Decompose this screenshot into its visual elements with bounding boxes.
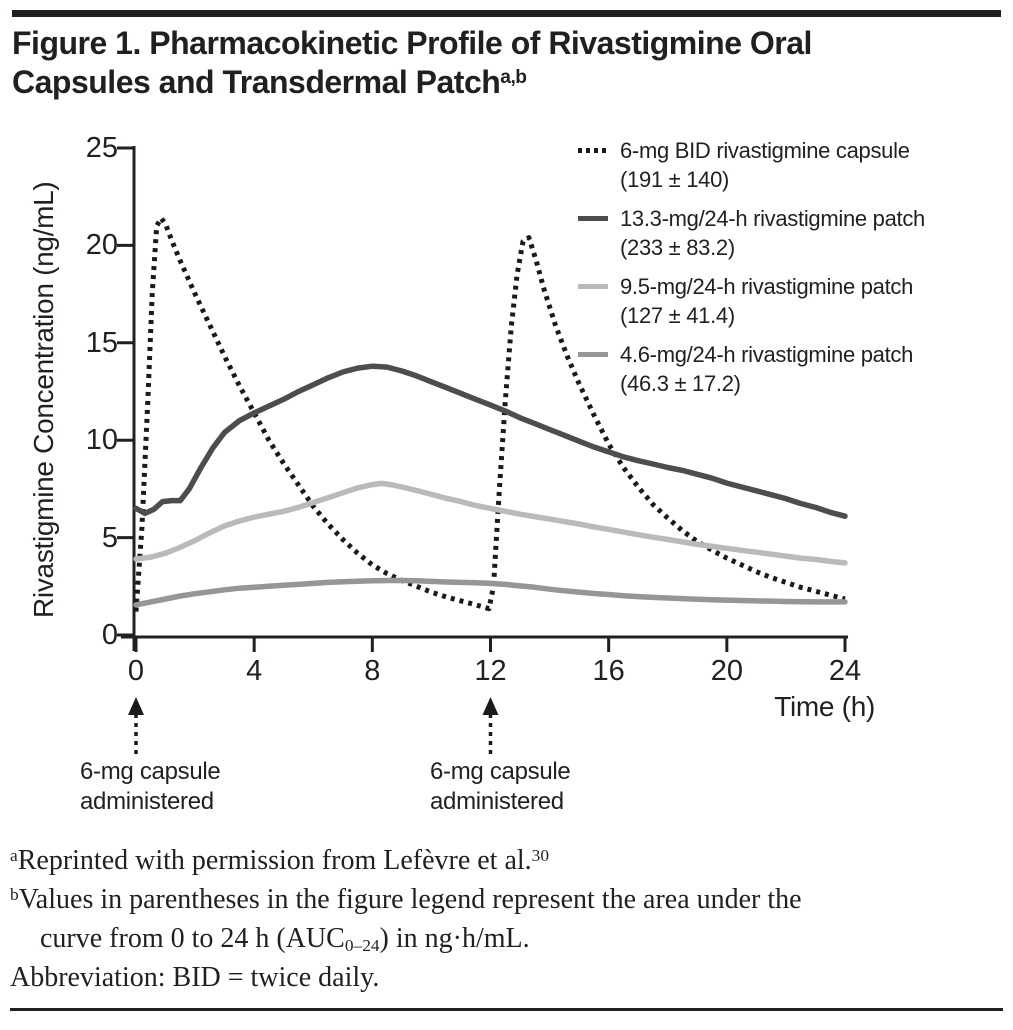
reference-number: 30 xyxy=(531,846,550,866)
x-tick-label: 8 xyxy=(364,655,381,687)
y-tick-label: 15 xyxy=(85,326,118,359)
y-axis-ticks xyxy=(117,146,134,637)
data-curves xyxy=(133,215,848,612)
y-tick-label: 5 xyxy=(101,521,118,554)
y-tick-label: 10 xyxy=(85,424,118,457)
solid-line-swatch xyxy=(578,352,608,357)
legend-label: 4.6-mg/24-h rivastigmine patch xyxy=(620,342,914,367)
legend-entry-patch-4-6: 4.6-mg/24-h rivastigmine patch (46.3 ± 1… xyxy=(578,340,1010,398)
x-tick-label: 12 xyxy=(474,655,507,687)
y-axis-title: Rivastigmine Concentration (ng/mL) xyxy=(28,181,59,619)
legend-auc-value: (233 ± 83.2) xyxy=(620,235,735,260)
x-tick-label: 16 xyxy=(592,655,625,687)
legend-label: 13.3-mg/24-h rivastigmine patch xyxy=(620,206,925,231)
top-rule xyxy=(12,10,1001,17)
legend-entry-capsule: 6-mg BID rivastigmine capsule (191 ± 140… xyxy=(578,136,1010,194)
abbreviation-note: Abbreviation: BID = twice daily. xyxy=(10,962,380,993)
figure-title-line1: Figure 1. Pharmacokinetic Profile of Riv… xyxy=(12,25,812,61)
figure-title: Figure 1. Pharmacokinetic Profile of Riv… xyxy=(12,24,997,107)
dotted-line-swatch xyxy=(578,148,608,153)
footnotes: aReprinted with permission from Lefèvre … xyxy=(10,843,1005,996)
footnote-a: aReprinted with permission from Lefèvre … xyxy=(10,845,550,876)
x-tick-label: 20 xyxy=(710,655,743,687)
auc-subscript: 0–24 xyxy=(344,936,380,956)
title-superscript: a,b xyxy=(500,67,527,89)
y-tick-label: 25 xyxy=(85,132,118,164)
bottom-rule xyxy=(10,1008,1003,1011)
x-axis-title: Time (h) xyxy=(774,691,875,722)
dose-annotation-12h: 6-mg capsule administered xyxy=(430,758,571,815)
legend-auc-value: (46.3 ± 17.2) xyxy=(620,371,741,396)
dose-arrows xyxy=(128,697,499,757)
curve-3 xyxy=(133,577,848,608)
y-tick-label: 0 xyxy=(101,619,118,651)
curve-0 xyxy=(133,215,846,612)
x-axis-ticks xyxy=(134,637,847,652)
solid-line-swatch xyxy=(578,216,608,221)
legend-label: 9.5-mg/24-h rivastigmine patch xyxy=(620,274,914,299)
curve-2 xyxy=(133,480,848,566)
dose-annotation-0h: 6-mg capsule administered xyxy=(80,758,221,815)
x-tick-label: 4 xyxy=(246,655,263,687)
footnote-b-line2: curve from 0 to 24 h (AUC0–24) in ng·h/m… xyxy=(40,923,530,956)
x-tick-label: 24 xyxy=(828,655,862,687)
curve-1 xyxy=(133,363,848,519)
legend-label: 6-mg BID rivastigmine capsule xyxy=(620,138,910,163)
legend-entry-patch-9-5: 9.5-mg/24-h rivastigmine patch (127 ± 41… xyxy=(578,272,1010,330)
dose-arrow-head xyxy=(482,697,499,715)
chart-legend: 6-mg BID rivastigmine capsule (191 ± 140… xyxy=(578,136,1010,408)
legend-entry-patch-13-3: 13.3-mg/24-h rivastigmine patch (233 ± 8… xyxy=(578,204,1010,262)
axes xyxy=(117,146,848,652)
y-tick-label: 20 xyxy=(85,229,118,262)
footnote-b-line1: bValues in parentheses in the figure leg… xyxy=(10,884,802,915)
dose-arrow-head xyxy=(128,697,144,715)
legend-auc-value: (127 ± 41.4) xyxy=(620,303,735,328)
legend-auc-value: (191 ± 140) xyxy=(620,167,730,192)
figure-title-line2: Capsules and Transdermal Patcha,b xyxy=(12,64,527,100)
x-tick-label: 0 xyxy=(127,655,145,687)
solid-line-swatch xyxy=(578,284,608,289)
